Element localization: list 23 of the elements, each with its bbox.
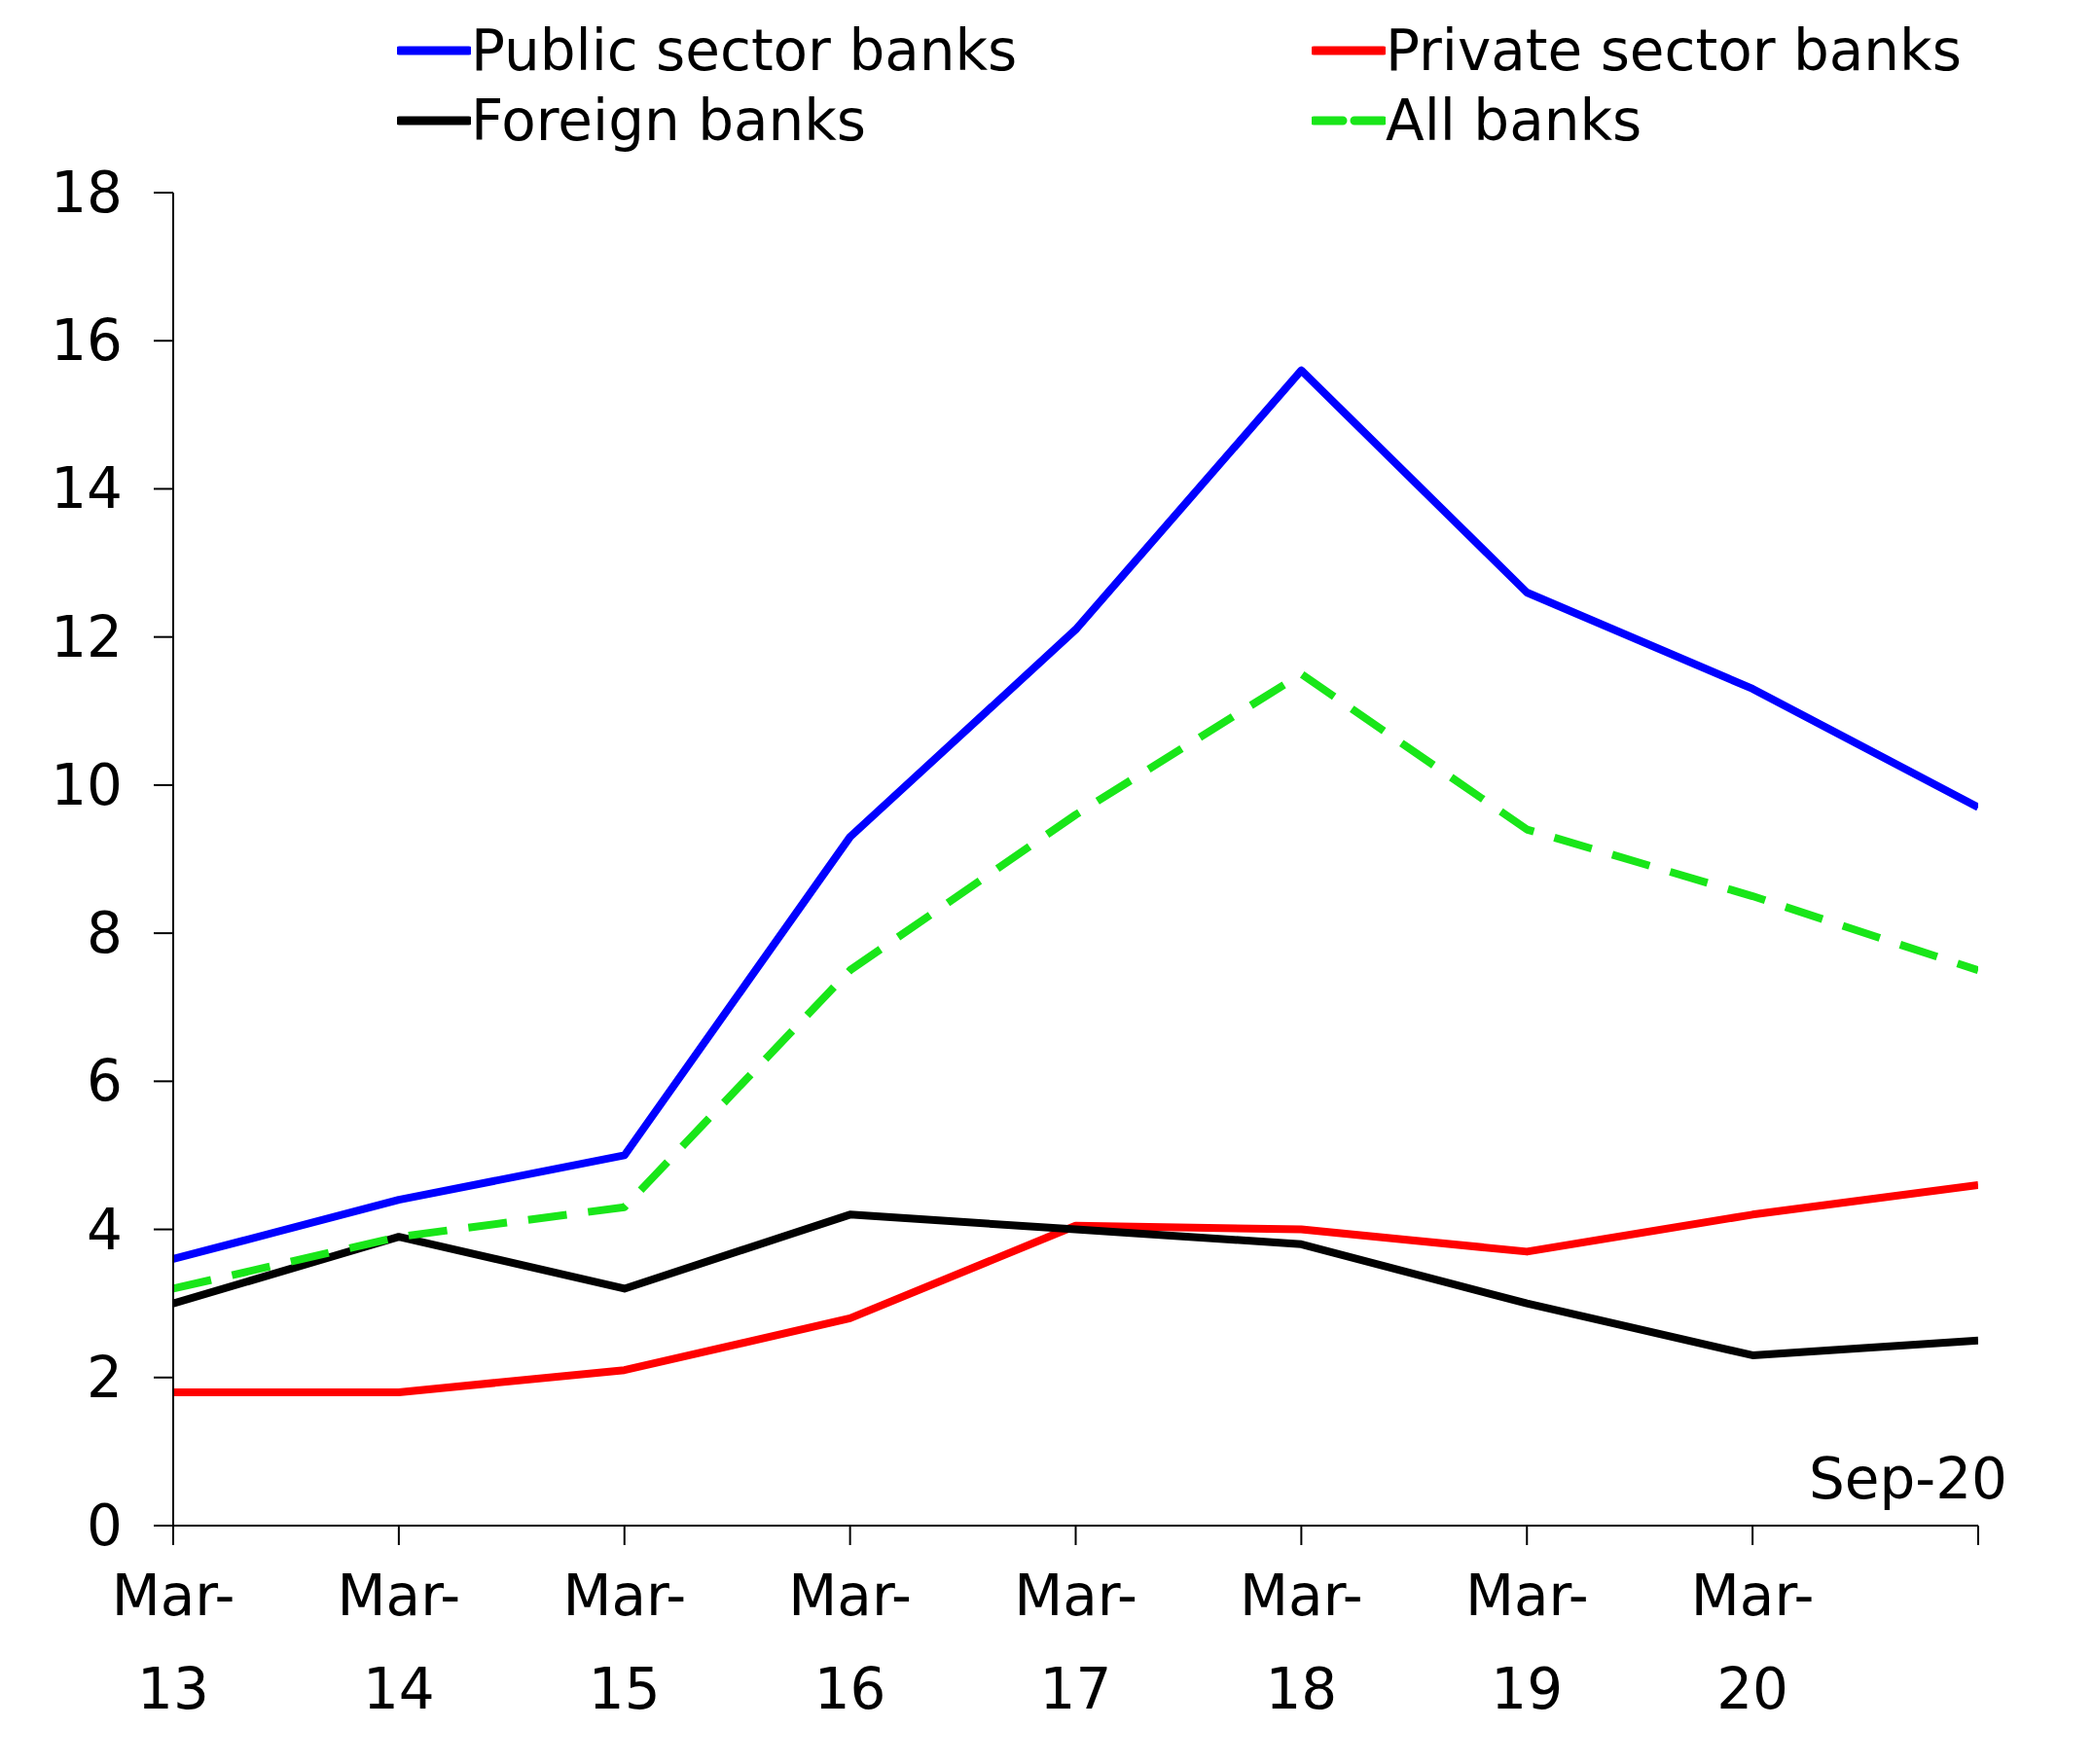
x-tick-label: Mar-14	[337, 1563, 461, 1722]
x-tick-label: Mar-19	[1464, 1563, 1589, 1722]
y-tick-label: 16	[51, 307, 123, 375]
x-tick-label: Mar-16	[788, 1563, 912, 1722]
x-tick-label: Mar-13	[111, 1563, 235, 1722]
y-tick-label: 12	[51, 603, 123, 670]
legend-label: Public sector banks	[471, 18, 1018, 84]
y-tick-label: 18	[51, 160, 123, 226]
y-tick-label: 8	[87, 900, 123, 967]
x-tick-label: Mar-17	[1014, 1563, 1137, 1722]
legend-label: Foreign banks	[471, 88, 867, 154]
y-tick-label: 10	[51, 751, 123, 818]
x-tick-label: Mar-15	[562, 1563, 687, 1722]
x-tick-label: Mar-18	[1240, 1563, 1363, 1722]
legend-label: All banks	[1386, 88, 1642, 154]
x-tick-label: Mar-20	[1690, 1563, 1815, 1722]
y-tick-label: 6	[87, 1048, 123, 1115]
y-tick-label: 14	[51, 455, 123, 522]
y-tick-label: 2	[87, 1344, 123, 1411]
x-tick-label: Sep-20	[1808, 1446, 2007, 1512]
y-tick-label: 0	[87, 1493, 123, 1559]
legend-label: Private sector banks	[1386, 18, 1962, 84]
y-tick-label: 4	[87, 1196, 123, 1263]
